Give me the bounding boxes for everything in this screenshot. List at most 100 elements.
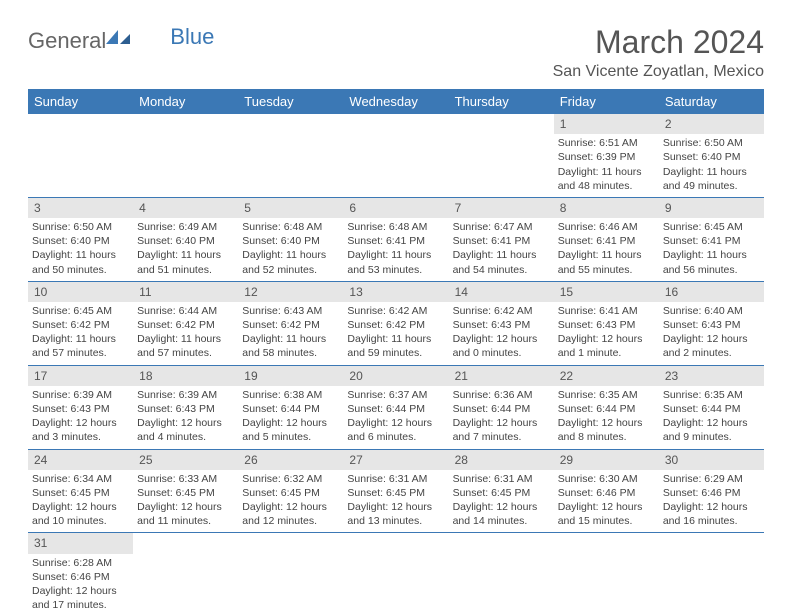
day-header: Wednesday [343,89,448,114]
day-detail-cell: Sunrise: 6:30 AMSunset: 6:46 PMDaylight:… [554,470,659,533]
calendar-table: SundayMondayTuesdayWednesdayThursdayFrid… [28,89,764,616]
day-detail-cell: Sunrise: 6:39 AMSunset: 6:43 PMDaylight:… [133,386,238,449]
day-detail-cell [659,554,764,616]
day-detail-cell: Sunrise: 6:37 AMSunset: 6:44 PMDaylight:… [343,386,448,449]
logo-text-a: General [28,28,106,54]
title-block: March 2024 San Vicente Zoyatlan, Mexico [553,24,764,81]
day-number-cell [343,114,448,134]
day-number-cell: 10 [28,281,133,302]
day-number-row: 12 [28,114,764,134]
day-detail-cell: Sunrise: 6:48 AMSunset: 6:41 PMDaylight:… [343,218,448,281]
day-detail-cell: Sunrise: 6:28 AMSunset: 6:46 PMDaylight:… [28,554,133,616]
day-detail-cell: Sunrise: 6:41 AMSunset: 6:43 PMDaylight:… [554,302,659,365]
day-detail-cell: Sunrise: 6:39 AMSunset: 6:43 PMDaylight:… [28,386,133,449]
day-number-cell: 25 [133,449,238,470]
day-detail-cell: Sunrise: 6:49 AMSunset: 6:40 PMDaylight:… [133,218,238,281]
day-detail-cell [554,554,659,616]
day-detail-cell: Sunrise: 6:50 AMSunset: 6:40 PMDaylight:… [28,218,133,281]
day-detail-cell [133,554,238,616]
day-number-cell: 1 [554,114,659,134]
day-header: Friday [554,89,659,114]
day-detail-row: Sunrise: 6:39 AMSunset: 6:43 PMDaylight:… [28,386,764,449]
day-header-row: SundayMondayTuesdayWednesdayThursdayFrid… [28,89,764,114]
logo: General Blue [28,28,214,54]
day-number-cell: 14 [449,281,554,302]
day-header: Monday [133,89,238,114]
day-detail-cell: Sunrise: 6:51 AMSunset: 6:39 PMDaylight:… [554,134,659,197]
day-detail-cell [343,554,448,616]
day-detail-cell: Sunrise: 6:45 AMSunset: 6:41 PMDaylight:… [659,218,764,281]
day-number-cell: 12 [238,281,343,302]
day-number-cell: 17 [28,365,133,386]
day-detail-cell: Sunrise: 6:46 AMSunset: 6:41 PMDaylight:… [554,218,659,281]
day-detail-cell: Sunrise: 6:44 AMSunset: 6:42 PMDaylight:… [133,302,238,365]
day-number-cell: 20 [343,365,448,386]
day-detail-row: Sunrise: 6:50 AMSunset: 6:40 PMDaylight:… [28,218,764,281]
day-number-cell: 7 [449,197,554,218]
day-detail-cell: Sunrise: 6:45 AMSunset: 6:42 PMDaylight:… [28,302,133,365]
day-number-cell [238,114,343,134]
day-number-cell: 19 [238,365,343,386]
day-number-cell: 28 [449,449,554,470]
day-number-cell [133,114,238,134]
day-detail-cell [449,554,554,616]
day-detail-cell: Sunrise: 6:35 AMSunset: 6:44 PMDaylight:… [659,386,764,449]
day-number-cell: 15 [554,281,659,302]
sail-icon [104,26,132,44]
calendar-head: SundayMondayTuesdayWednesdayThursdayFrid… [28,89,764,114]
day-detail-cell: Sunrise: 6:38 AMSunset: 6:44 PMDaylight:… [238,386,343,449]
day-number-cell: 4 [133,197,238,218]
day-number-cell: 2 [659,114,764,134]
header: General Blue March 2024 San Vicente Zoya… [28,24,764,81]
day-number-row: 31 [28,533,764,554]
day-detail-cell: Sunrise: 6:32 AMSunset: 6:45 PMDaylight:… [238,470,343,533]
day-detail-cell: Sunrise: 6:42 AMSunset: 6:43 PMDaylight:… [449,302,554,365]
day-number-cell [343,533,448,554]
day-number-cell: 18 [133,365,238,386]
day-number-cell [133,533,238,554]
day-number-row: 10111213141516 [28,281,764,302]
day-number-cell [238,533,343,554]
day-number-cell: 3 [28,197,133,218]
day-detail-cell: Sunrise: 6:34 AMSunset: 6:45 PMDaylight:… [28,470,133,533]
day-number-cell: 13 [343,281,448,302]
day-header: Saturday [659,89,764,114]
day-number-cell [28,114,133,134]
day-header: Thursday [449,89,554,114]
day-number-cell: 16 [659,281,764,302]
day-number-cell: 6 [343,197,448,218]
day-detail-cell: Sunrise: 6:47 AMSunset: 6:41 PMDaylight:… [449,218,554,281]
day-detail-cell: Sunrise: 6:36 AMSunset: 6:44 PMDaylight:… [449,386,554,449]
month-title: March 2024 [553,24,764,61]
day-detail-cell: Sunrise: 6:50 AMSunset: 6:40 PMDaylight:… [659,134,764,197]
day-detail-cell: Sunrise: 6:29 AMSunset: 6:46 PMDaylight:… [659,470,764,533]
day-number-cell: 22 [554,365,659,386]
day-number-cell: 29 [554,449,659,470]
day-number-row: 17181920212223 [28,365,764,386]
day-header: Sunday [28,89,133,114]
location: San Vicente Zoyatlan, Mexico [553,63,764,81]
day-number-cell: 31 [28,533,133,554]
day-number-cell: 9 [659,197,764,218]
day-detail-row: Sunrise: 6:28 AMSunset: 6:46 PMDaylight:… [28,554,764,616]
day-number-row: 3456789 [28,197,764,218]
day-detail-cell [238,554,343,616]
day-detail-cell [28,134,133,197]
day-number-cell: 30 [659,449,764,470]
day-detail-row: Sunrise: 6:45 AMSunset: 6:42 PMDaylight:… [28,302,764,365]
day-number-cell [554,533,659,554]
day-header: Tuesday [238,89,343,114]
day-number-cell: 27 [343,449,448,470]
day-detail-cell: Sunrise: 6:43 AMSunset: 6:42 PMDaylight:… [238,302,343,365]
day-detail-cell: Sunrise: 6:31 AMSunset: 6:45 PMDaylight:… [449,470,554,533]
day-detail-cell: Sunrise: 6:33 AMSunset: 6:45 PMDaylight:… [133,470,238,533]
day-number-cell [659,533,764,554]
calendar-body: 12Sunrise: 6:51 AMSunset: 6:39 PMDayligh… [28,114,764,616]
day-number-cell: 23 [659,365,764,386]
day-detail-row: Sunrise: 6:34 AMSunset: 6:45 PMDaylight:… [28,470,764,533]
day-number-cell: 5 [238,197,343,218]
day-number-cell: 26 [238,449,343,470]
day-detail-cell [449,134,554,197]
day-detail-row: Sunrise: 6:51 AMSunset: 6:39 PMDaylight:… [28,134,764,197]
day-number-cell: 24 [28,449,133,470]
